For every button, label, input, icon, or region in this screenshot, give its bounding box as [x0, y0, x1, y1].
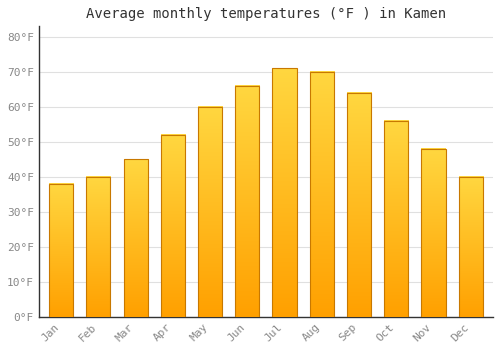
Title: Average monthly temperatures (°F ) in Kamen: Average monthly temperatures (°F ) in Ka…: [86, 7, 446, 21]
Bar: [347, 93, 371, 317]
Bar: [198, 107, 222, 317]
Bar: [458, 177, 483, 317]
Bar: [422, 149, 446, 317]
Bar: [235, 86, 260, 317]
Bar: [124, 159, 148, 317]
Bar: [310, 72, 334, 317]
Bar: [384, 121, 408, 317]
Bar: [86, 177, 110, 317]
Bar: [49, 184, 73, 317]
Bar: [160, 135, 185, 317]
Bar: [272, 68, 296, 317]
